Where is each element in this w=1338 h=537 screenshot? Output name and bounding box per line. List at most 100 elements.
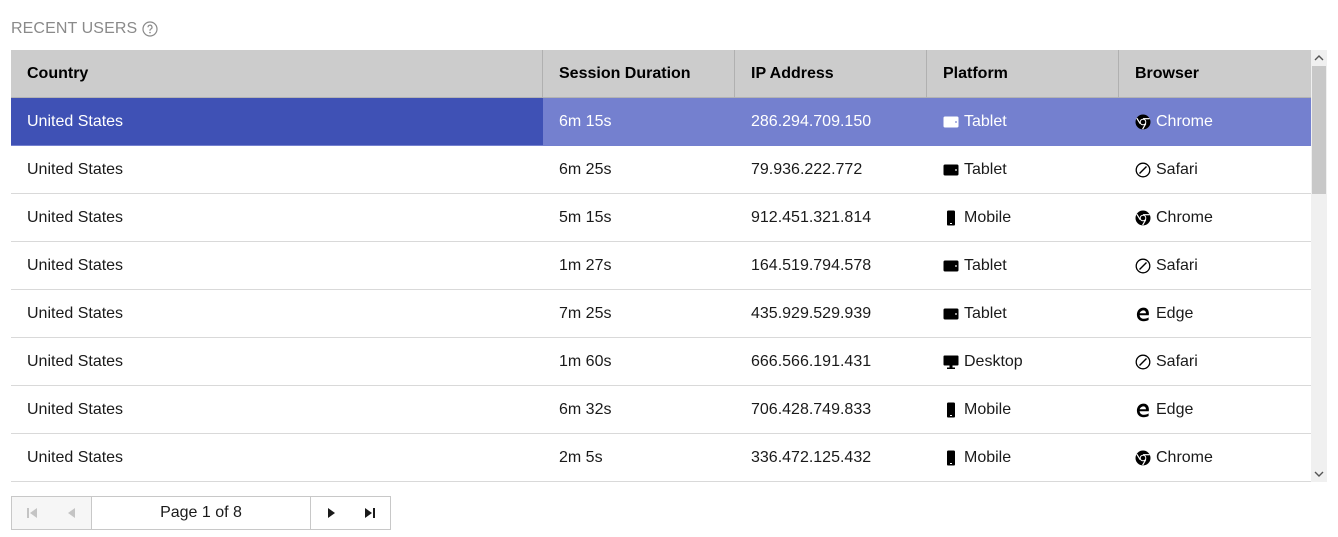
help-icon[interactable] — [142, 21, 158, 37]
table-row[interactable]: United States 2m 5s 336.472.125.432 Mobi… — [11, 434, 1311, 482]
cell-country: United States — [27, 208, 124, 226]
next-page-button[interactable] — [310, 497, 350, 529]
pager: Page 1 of 8 — [11, 496, 391, 530]
cell-browser: Safari — [1119, 146, 1311, 193]
cell-session-duration: 7m 25s — [559, 304, 612, 322]
tablet-icon — [943, 306, 964, 322]
cell-ip-address: 79.936.222.772 — [751, 160, 863, 178]
column-header-ip-address[interactable]: IP Address — [735, 50, 927, 98]
safari-icon — [1135, 354, 1156, 370]
cell-session-duration: 2m 5s — [559, 448, 603, 466]
cell-session-duration: 6m 32s — [559, 400, 612, 418]
cell-session-duration: 1m 60s — [559, 352, 612, 370]
column-header-platform[interactable]: Platform — [927, 50, 1119, 98]
cell-browser: Chrome — [1119, 434, 1311, 481]
browser-label: Safari — [1156, 256, 1198, 274]
chrome-icon — [1135, 450, 1156, 466]
cell-platform: Mobile — [927, 194, 1119, 241]
cell-platform: Tablet — [927, 242, 1119, 289]
grid-header: Country Session Duration IP Address Plat… — [11, 50, 1311, 98]
first-page-icon — [27, 508, 37, 518]
cell-session-duration: 1m 27s — [559, 256, 612, 274]
edge-icon — [1135, 402, 1156, 418]
cell-browser: Safari — [1119, 242, 1311, 289]
mobile-icon — [943, 450, 964, 466]
cell-ip-address: 912.451.321.814 — [751, 208, 872, 226]
cell-browser: Chrome — [1119, 98, 1311, 145]
cell-session-duration: 5m 15s — [559, 208, 612, 226]
scroll-down-icon[interactable] — [1314, 469, 1324, 479]
scrollbar-thumb[interactable] — [1312, 66, 1326, 194]
last-page-button[interactable] — [350, 497, 390, 529]
desktop-icon — [943, 354, 964, 370]
cell-country: United States — [27, 160, 124, 178]
browser-label: Safari — [1156, 160, 1198, 178]
mobile-icon — [943, 402, 964, 418]
section-header: RECENT USERS — [11, 19, 158, 39]
tablet-icon — [943, 162, 964, 178]
cell-browser: Edge — [1119, 386, 1311, 433]
cell-platform: Mobile — [927, 434, 1119, 481]
cell-platform: Tablet — [927, 146, 1119, 193]
browser-label: Chrome — [1156, 448, 1213, 466]
tablet-icon — [943, 258, 964, 274]
platform-label: Mobile — [964, 208, 1012, 226]
last-page-icon — [365, 508, 375, 518]
column-header-country[interactable]: Country — [11, 50, 543, 98]
cell-country: United States — [27, 256, 124, 274]
cell-browser: Chrome — [1119, 194, 1311, 241]
next-page-icon — [327, 508, 335, 518]
previous-page-button[interactable] — [52, 497, 92, 529]
cell-ip-address: 164.519.794.578 — [751, 256, 872, 274]
section-title: RECENT USERS — [11, 20, 138, 37]
column-header-browser[interactable]: Browser — [1135, 65, 1200, 82]
browser-label: Chrome — [1156, 112, 1213, 130]
cell-ip-address: 706.428.749.833 — [751, 400, 872, 418]
cell-session-duration: 6m 15s — [559, 112, 612, 130]
column-header-session-duration[interactable]: Session Duration — [543, 50, 735, 98]
cell-ip-address: 336.472.125.432 — [751, 448, 872, 466]
platform-label: Tablet — [964, 304, 1007, 322]
safari-icon — [1135, 162, 1156, 178]
platform-label: Tablet — [964, 160, 1007, 178]
cell-platform: Tablet — [927, 290, 1119, 337]
safari-icon — [1135, 258, 1156, 274]
cell-ip-address: 435.929.529.939 — [751, 304, 872, 322]
cell-session-duration: 6m 25s — [559, 160, 612, 178]
vertical-scrollbar[interactable] — [1311, 50, 1327, 482]
table-row[interactable]: United States 5m 15s 912.451.321.814 Mob… — [11, 194, 1311, 242]
grid-body: United States 6m 15s 286.294.709.150 Tab… — [11, 98, 1311, 482]
first-page-button[interactable] — [12, 497, 52, 529]
cell-browser: Safari — [1119, 338, 1311, 385]
table-row[interactable]: United States 1m 60s 666.566.191.431 Des… — [11, 338, 1311, 386]
table-row[interactable]: United States 6m 25s 79.936.222.772 Tabl… — [11, 146, 1311, 194]
browser-label: Edge — [1156, 400, 1194, 418]
browser-label: Safari — [1156, 352, 1198, 370]
cell-platform: Tablet — [927, 98, 1119, 145]
platform-label: Mobile — [964, 448, 1012, 466]
chrome-icon — [1135, 114, 1156, 130]
platform-label: Desktop — [964, 352, 1023, 370]
cell-country: United States — [27, 352, 124, 370]
cell-platform: Mobile — [927, 386, 1119, 433]
cell-country: United States — [27, 400, 124, 418]
cell-country: United States — [27, 304, 124, 322]
scroll-up-icon[interactable] — [1314, 53, 1324, 63]
recent-users-grid: Country Session Duration IP Address Plat… — [11, 50, 1327, 482]
platform-label: Tablet — [964, 256, 1007, 274]
platform-label: Tablet — [964, 112, 1007, 130]
table-row[interactable]: United States 1m 27s 164.519.794.578 Tab… — [11, 242, 1311, 290]
chrome-icon — [1135, 210, 1156, 226]
table-row[interactable]: United States 7m 25s 435.929.529.939 Tab… — [11, 290, 1311, 338]
browser-label: Chrome — [1156, 208, 1213, 226]
cell-country: United States — [11, 98, 543, 145]
cell-browser: Edge — [1119, 290, 1311, 337]
platform-label: Mobile — [964, 400, 1012, 418]
cell-ip-address: 286.294.709.150 — [751, 112, 872, 130]
cell-ip-address: 666.566.191.431 — [751, 352, 872, 370]
cell-platform: Desktop — [927, 338, 1119, 385]
page-info: Page 1 of 8 — [92, 497, 310, 529]
table-row[interactable]: United States 6m 32s 706.428.749.833 Mob… — [11, 386, 1311, 434]
edge-icon — [1135, 306, 1156, 322]
table-row[interactable]: United States 6m 15s 286.294.709.150 Tab… — [11, 98, 1311, 146]
